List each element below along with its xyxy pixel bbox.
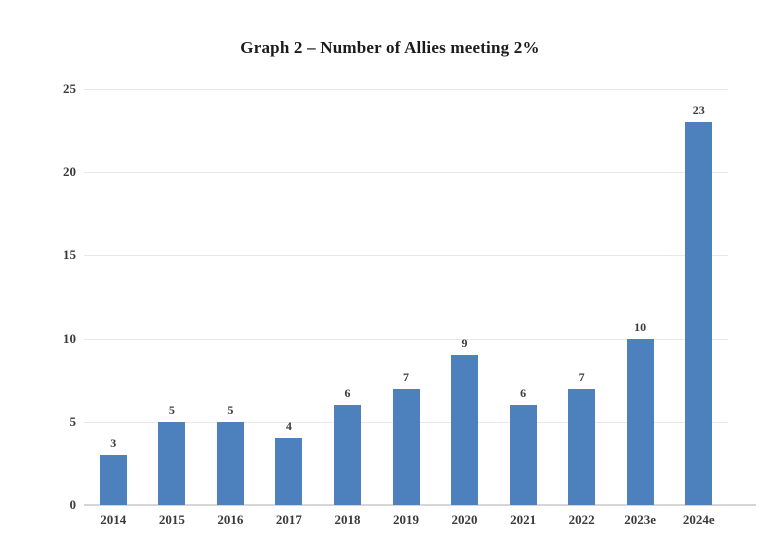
x-axis-line	[84, 504, 756, 506]
bar-value-2022: 7	[578, 369, 585, 384]
bar-2023e	[626, 338, 654, 505]
gridline-20	[84, 172, 728, 174]
x-axis-label-2017: 2017	[275, 512, 302, 527]
bar-value-2023e: 10	[634, 319, 647, 334]
gridline-15	[84, 255, 728, 257]
y-axis-tick-15: 15	[63, 247, 76, 263]
gridline-25	[84, 89, 728, 90]
bar-value-2024e: 23	[692, 103, 705, 118]
bar-2014	[99, 455, 127, 505]
y-axis-tick-5: 5	[69, 413, 77, 429]
x-axis-label-2021: 2021	[510, 512, 537, 527]
x-axis-label-2015: 2015	[158, 512, 185, 527]
y-axis-tick-25: 25	[63, 81, 76, 96]
bar-2022	[568, 388, 596, 505]
bar-2018	[333, 405, 361, 505]
bar-value-2021: 6	[520, 386, 527, 401]
bar-value-2020: 9	[461, 336, 468, 351]
bar-2016	[216, 421, 244, 505]
x-axis-label-2016: 2016	[217, 512, 244, 527]
y-axis-tick-10: 10	[63, 330, 76, 346]
x-axis-label-2023e: 2023e	[624, 512, 657, 527]
bar-2024e	[685, 122, 713, 505]
x-axis-label-2020: 2020	[451, 512, 478, 527]
bar-2020	[451, 355, 479, 505]
x-axis-label-2014: 2014	[100, 512, 127, 527]
bar-value-2014: 3	[110, 436, 117, 451]
x-axis-label-2018: 2018	[334, 512, 361, 527]
bar-2017	[275, 438, 303, 505]
bar-value-2019: 7	[403, 369, 409, 384]
chart-title: Graph 2 – Number of Allies meeting 2%	[240, 38, 540, 57]
y-axis-tick-20: 20	[63, 164, 76, 180]
bar-2021	[509, 405, 537, 505]
bar-value-2015: 5	[168, 402, 175, 417]
bar-2015	[158, 421, 186, 505]
bar-value-2016: 5	[227, 402, 234, 417]
x-axis-label-2022: 2022	[568, 512, 595, 527]
bar-2019	[392, 388, 420, 505]
bar-value-2017: 4	[285, 419, 292, 434]
x-axis-label-2019: 2019	[393, 512, 419, 527]
gridline-10	[84, 338, 728, 340]
bar-value-2018: 6	[344, 386, 351, 401]
y-axis-tick-0: 0	[69, 497, 77, 512]
x-axis-label-2024e: 2024e	[682, 512, 715, 527]
